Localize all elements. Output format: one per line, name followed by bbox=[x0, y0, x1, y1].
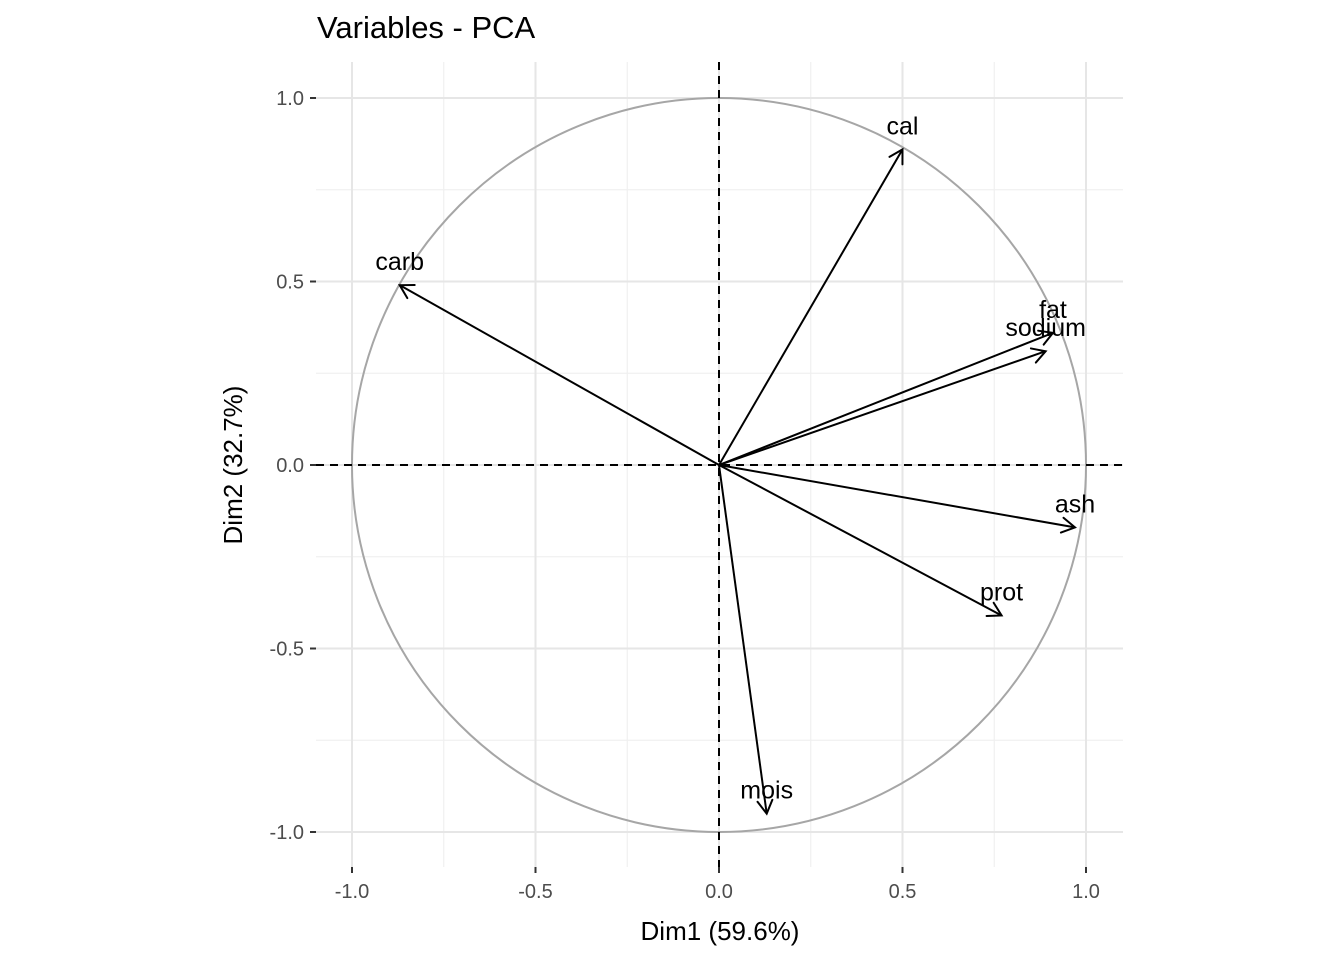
arrowhead-ash bbox=[1059, 516, 1077, 534]
arrow-mois bbox=[718, 464, 768, 814]
label-cal: cal bbox=[887, 112, 919, 140]
label-ash: ash bbox=[1055, 490, 1095, 518]
y-tick-label: -0.5 bbox=[270, 639, 304, 661]
arrowhead-cal bbox=[888, 147, 904, 166]
arrowhead-fat bbox=[1037, 329, 1055, 346]
axis-ticks: -1.0 -0.5 0.0 0.5 1.0 -1.0 -0.5 0.0 0.5 1.0 bbox=[270, 88, 1100, 903]
y-axis-title: Dim2 (32.7%) bbox=[218, 386, 248, 545]
arrow-sodium bbox=[718, 350, 1046, 466]
x-tick-label: 0.5 bbox=[889, 881, 917, 903]
label-sodium: sodium bbox=[1005, 314, 1086, 342]
variable-arrows bbox=[397, 147, 1077, 816]
x-tick-label: 0.0 bbox=[705, 881, 733, 903]
x-tick-label: 1.0 bbox=[1072, 881, 1100, 903]
x-tick-label: -0.5 bbox=[518, 881, 552, 903]
arrowhead-prot bbox=[985, 601, 1004, 617]
y-tick-label: 0.0 bbox=[276, 455, 304, 477]
y-tick-label: 0.5 bbox=[276, 272, 304, 294]
arrow-cal bbox=[718, 148, 904, 466]
chart-title: Variables - PCA bbox=[317, 10, 536, 45]
label-carb: carb bbox=[375, 248, 424, 276]
y-tick-label: 1.0 bbox=[276, 88, 304, 110]
x-tick-label: -1.0 bbox=[335, 881, 369, 903]
arrowhead-mois bbox=[756, 798, 774, 816]
arrow-prot bbox=[718, 464, 1003, 617]
arrowhead-carb bbox=[397, 284, 416, 300]
arrowhead-sodium bbox=[1029, 347, 1048, 364]
x-axis-title: Dim1 (59.6%) bbox=[641, 916, 800, 946]
y-tick-label: -1.0 bbox=[270, 822, 304, 844]
label-mois: mois bbox=[740, 777, 793, 805]
label-fat: fat bbox=[1039, 296, 1067, 324]
arrow-fat bbox=[718, 331, 1054, 466]
label-prot: prot bbox=[980, 578, 1023, 606]
arrow-carb bbox=[399, 284, 720, 466]
arrow-ash bbox=[718, 464, 1076, 529]
